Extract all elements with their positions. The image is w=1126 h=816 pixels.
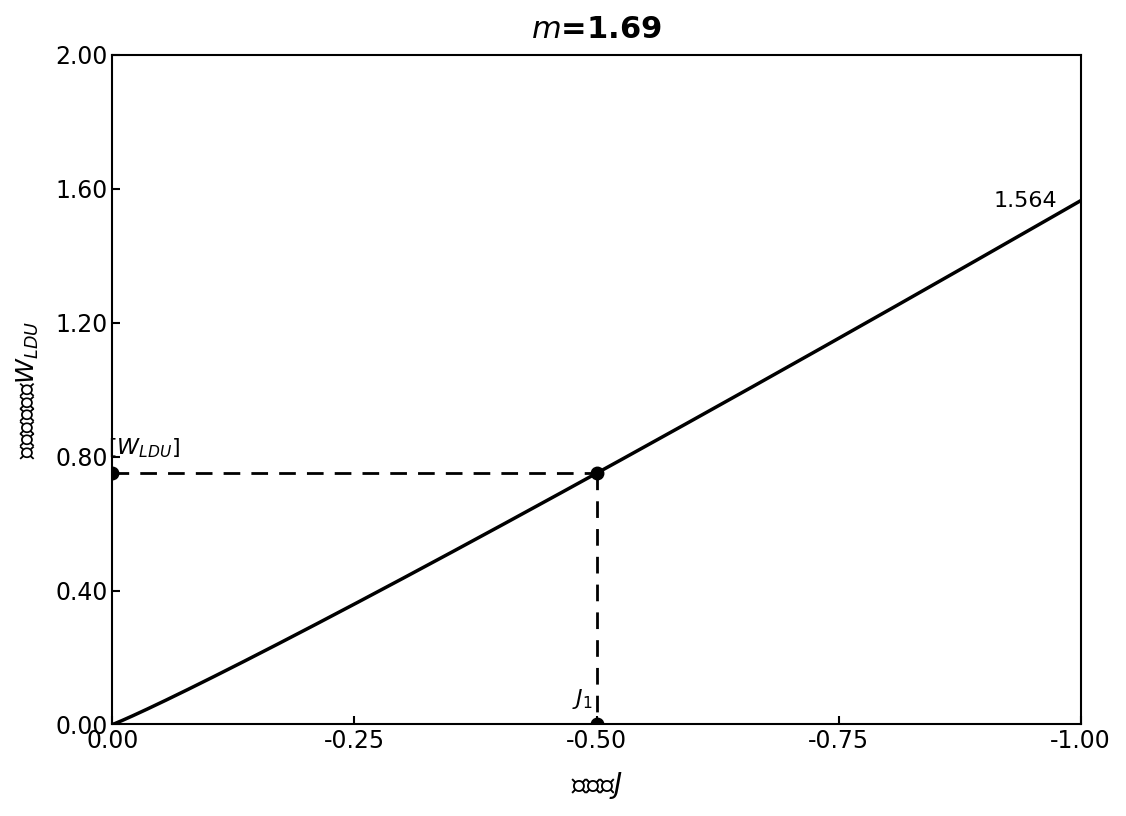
Text: $[W_{LDU}]$: $[W_{LDU}]$ [108,437,180,460]
Text: 1.564: 1.564 [993,191,1057,211]
Text: $J_1$: $J_1$ [572,687,593,711]
X-axis label: 坡降比$J$: 坡降比$J$ [571,770,623,801]
Y-axis label: 管长设计参数$W_{LDU}$: 管长设计参数$W_{LDU}$ [15,321,42,459]
Title: $m$=1.69: $m$=1.69 [531,15,662,44]
